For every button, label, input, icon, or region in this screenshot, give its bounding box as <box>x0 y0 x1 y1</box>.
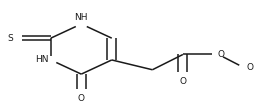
Text: O: O <box>78 94 85 103</box>
Text: O: O <box>179 77 186 86</box>
Text: O: O <box>217 50 225 59</box>
Text: NH: NH <box>74 13 88 22</box>
Text: S: S <box>7 34 13 43</box>
Text: OCH₃: OCH₃ <box>246 63 254 72</box>
Text: HN: HN <box>35 55 48 64</box>
